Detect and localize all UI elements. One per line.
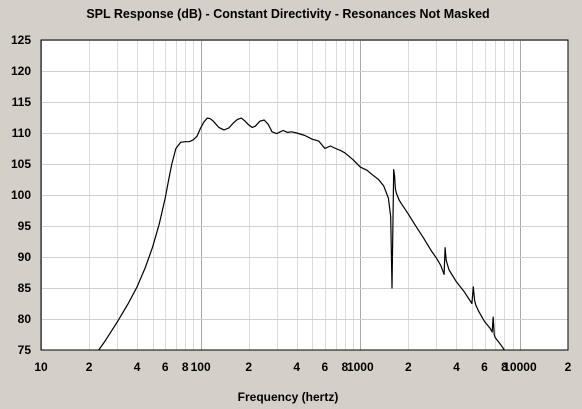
x-tick-label: 4 (293, 360, 300, 374)
y-tick-label: 75 (18, 343, 32, 357)
y-tick-label: 120 (11, 64, 31, 78)
x-tick-label: 6 (322, 360, 329, 374)
y-tick-label: 100 (11, 188, 31, 202)
x-tick-label: 1000 (347, 360, 374, 374)
spl-response-line (98, 117, 505, 351)
y-tick-label: 90 (18, 250, 32, 264)
x-tick-label: 2 (86, 360, 93, 374)
y-tick-label: 95 (18, 219, 32, 233)
x-tick-label: 6 (162, 360, 169, 374)
x-tick-label: 4 (134, 360, 141, 374)
x-tick-label: 8 (501, 360, 508, 374)
x-tick-label: 8 (182, 360, 189, 374)
y-tick-label: 110 (12, 126, 32, 140)
x-tick-label: 2 (245, 360, 252, 374)
y-tick-label: 80 (18, 312, 32, 326)
series-group (98, 117, 505, 351)
y-tick-label: 115 (12, 95, 32, 109)
x-tick-label: 2 (565, 360, 572, 374)
x-axis-label: Frequency (hertz) (238, 390, 339, 404)
y-tick-labels: 125 120 115 110 105 100 95 90 85 80 75 (11, 33, 31, 357)
x-tick-label: 10000 (503, 360, 537, 374)
y-tick-label: 125 (11, 33, 31, 47)
x-tick-label: 8 (341, 360, 348, 374)
y-tick-label: 105 (11, 157, 31, 171)
x-tick-label: 2 (405, 360, 412, 374)
chart-title: SPL Response (dB) - Constant Directivity… (86, 7, 489, 21)
x-tick-label: 100 (191, 360, 211, 374)
plot-frame (40, 39, 569, 351)
grid-lines (41, 40, 569, 351)
x-tick-label: 6 (481, 360, 488, 374)
x-tick-label: 4 (453, 360, 460, 374)
x-tick-label: 10 (34, 360, 48, 374)
y-tick-label: 85 (18, 281, 32, 295)
